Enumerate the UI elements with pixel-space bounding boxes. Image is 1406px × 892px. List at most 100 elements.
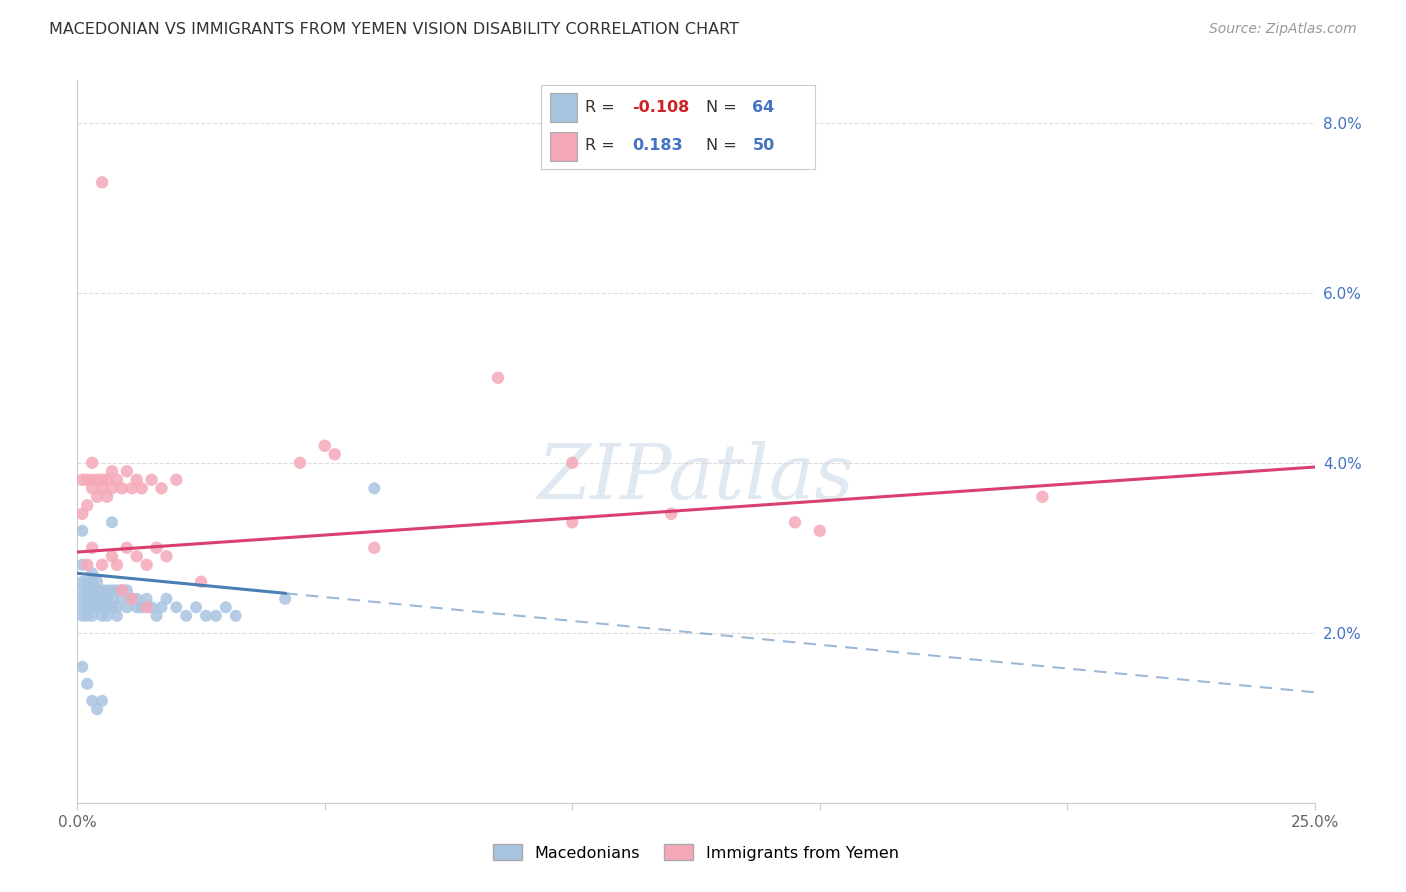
Point — [111, 591, 134, 606]
Point — [72, 473, 94, 487]
Point — [96, 583, 118, 598]
Point — [121, 481, 143, 495]
Point — [105, 583, 128, 598]
Text: Source: ZipAtlas.com: Source: ZipAtlas.com — [1209, 22, 1357, 37]
Point — [190, 574, 212, 589]
Point — [105, 600, 128, 615]
Text: 50: 50 — [752, 138, 775, 153]
Point — [86, 490, 108, 504]
Bar — [550, 93, 576, 122]
Text: ZIPatlas: ZIPatlas — [537, 441, 855, 515]
Point — [91, 481, 114, 495]
Text: 0.183: 0.183 — [631, 138, 682, 153]
Point — [111, 583, 134, 598]
Point — [125, 549, 148, 564]
Point — [101, 600, 124, 615]
Point — [91, 608, 114, 623]
Point — [101, 516, 124, 530]
Point — [76, 608, 98, 623]
Legend: Macedonians, Immigrants from Yemen: Macedonians, Immigrants from Yemen — [486, 838, 905, 867]
Point — [141, 473, 163, 487]
Text: R =: R = — [585, 138, 630, 153]
Point — [125, 600, 148, 615]
Point — [150, 481, 173, 495]
Point — [121, 591, 143, 606]
Point — [72, 558, 94, 572]
Point — [1031, 490, 1053, 504]
Point — [76, 591, 98, 606]
Point — [105, 608, 128, 623]
Point — [121, 591, 143, 606]
Point — [145, 541, 167, 555]
Point — [86, 473, 108, 487]
Point — [91, 591, 114, 606]
Bar — [550, 132, 576, 161]
Point — [115, 583, 138, 598]
Point — [111, 583, 134, 598]
Point — [101, 481, 124, 495]
Point — [111, 481, 134, 495]
Point — [184, 600, 207, 615]
Point — [91, 583, 114, 598]
Point — [82, 481, 104, 495]
Point — [96, 600, 118, 615]
Point — [76, 677, 98, 691]
Point — [101, 464, 124, 478]
Point — [72, 524, 94, 538]
Point — [363, 541, 385, 555]
Point — [96, 490, 118, 504]
Point — [135, 591, 157, 606]
Text: -0.108: -0.108 — [631, 100, 689, 115]
Point — [82, 566, 104, 581]
Point — [76, 583, 98, 598]
Point — [82, 591, 104, 606]
Point — [486, 371, 509, 385]
Point — [101, 549, 124, 564]
Point — [91, 694, 114, 708]
Point — [91, 558, 114, 572]
Point — [125, 591, 148, 606]
Point — [76, 498, 98, 512]
Point — [82, 456, 104, 470]
Point — [96, 591, 118, 606]
Point — [135, 558, 157, 572]
Point — [91, 473, 114, 487]
Point — [155, 549, 177, 564]
Point — [72, 660, 94, 674]
Point — [76, 473, 98, 487]
Point — [86, 591, 108, 606]
Point — [82, 600, 104, 615]
Point — [76, 558, 98, 572]
Point — [131, 600, 153, 615]
Point — [115, 600, 138, 615]
Text: MACEDONIAN VS IMMIGRANTS FROM YEMEN VISION DISABILITY CORRELATION CHART: MACEDONIAN VS IMMIGRANTS FROM YEMEN VISI… — [49, 22, 740, 37]
Point — [82, 473, 104, 487]
Point — [659, 507, 682, 521]
Point — [82, 694, 104, 708]
Point — [72, 608, 94, 623]
Point — [145, 608, 167, 623]
Point — [72, 574, 94, 589]
Point — [205, 608, 228, 623]
Point — [215, 600, 238, 615]
Point — [808, 524, 831, 538]
Point — [101, 591, 124, 606]
Point — [82, 574, 104, 589]
Point — [82, 608, 104, 623]
Point — [101, 583, 124, 598]
Point — [131, 481, 153, 495]
Point — [91, 600, 114, 615]
Point — [91, 175, 114, 189]
Point — [82, 583, 104, 598]
Point — [82, 541, 104, 555]
Point — [76, 600, 98, 615]
Point — [274, 591, 297, 606]
Point — [288, 456, 311, 470]
Point — [86, 574, 108, 589]
Point — [165, 473, 187, 487]
Point — [135, 600, 157, 615]
Text: 64: 64 — [752, 100, 775, 115]
Point — [115, 541, 138, 555]
Text: N =: N = — [706, 100, 742, 115]
Point — [76, 574, 98, 589]
